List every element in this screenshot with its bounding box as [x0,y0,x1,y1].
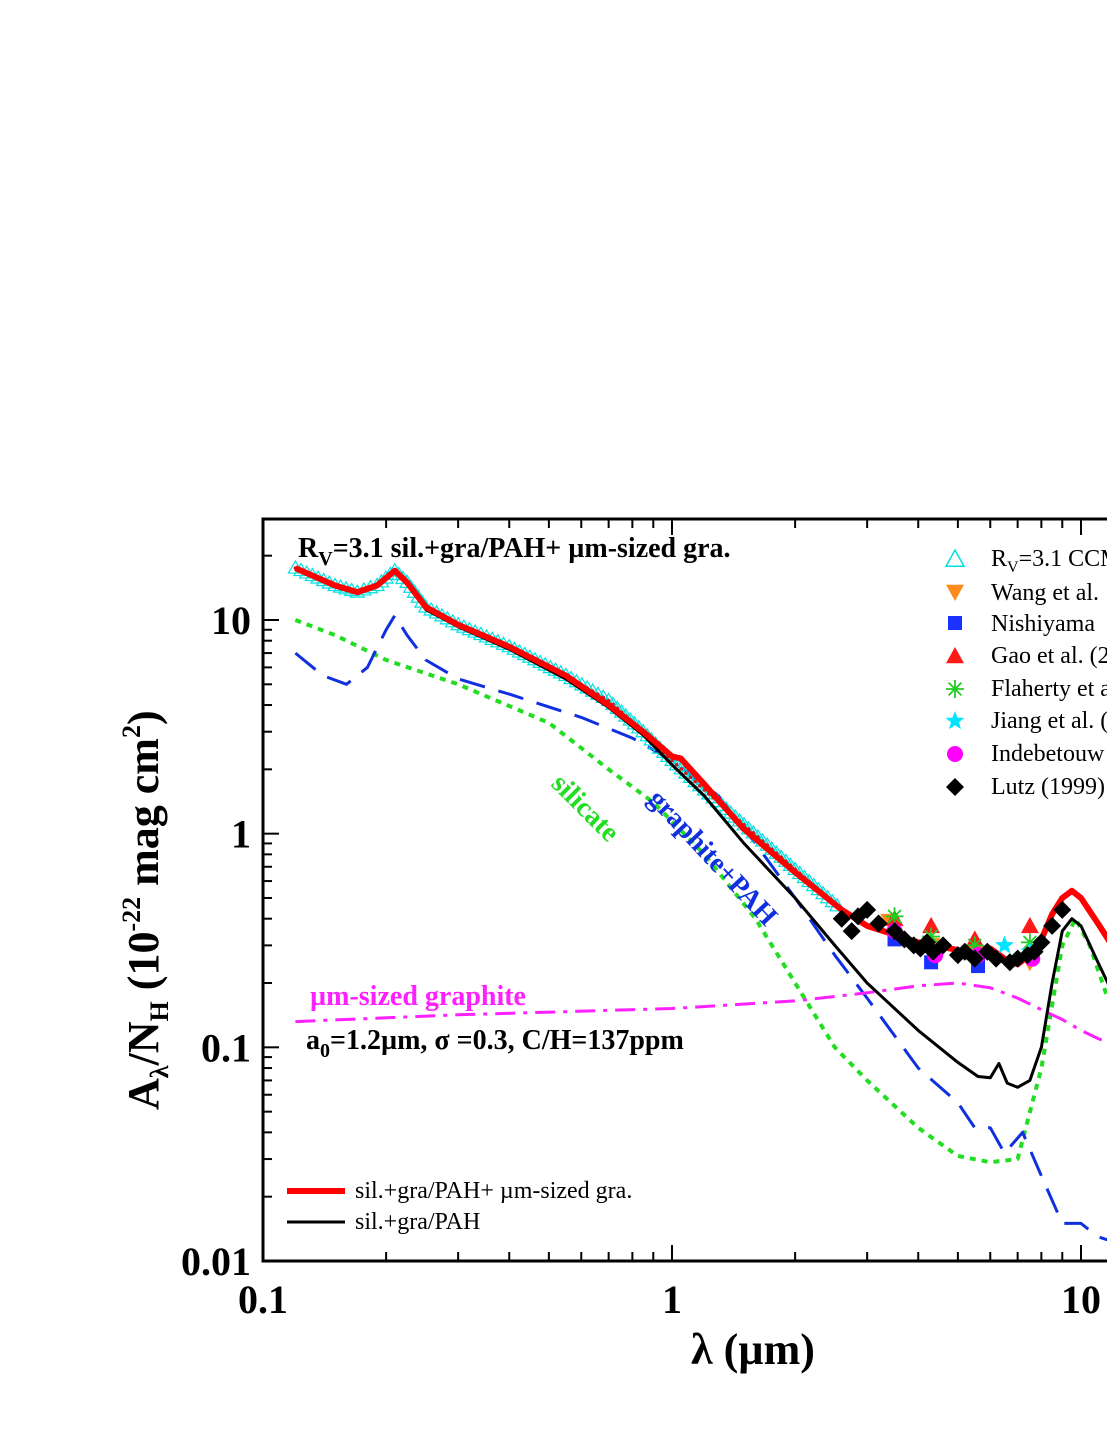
data-legend: RV=3.1 CCM Wang et al. Nishiyama Gao et … [944,546,1107,800]
legend-label-flaherty: Flaherty et a [991,676,1107,702]
legend-label-ccm: RV=3.1 CCM [991,546,1107,576]
data-point-lutz-1999 [869,914,888,933]
legend-label-lutz: Lutz (1999) [991,774,1105,800]
data-point-lutz-1999 [965,949,984,968]
chart-title: RV=3.1 sil.+gra/PAH+ µm-sized gra. [298,533,731,570]
axes-layer [261,517,1107,1263]
legend-label-gao: Gao et al. (2 [991,643,1107,669]
legend-label-wang: Wang et al. [991,580,1099,606]
legend-marker-0 [944,548,966,567]
model-parameters-annotation: a0=1.2µm, σ =0.3, C/H=137ppm [306,1025,684,1062]
plot-frame [261,517,1107,1263]
legend-marker-1 [946,584,964,601]
y-axis-title: Aλ/NH (10-22 mag cm2) [117,710,174,1110]
data-point-gao-et-al [922,916,941,934]
silicate-annotation: silicate [545,768,625,848]
series-line-graphite [294,614,1107,1242]
series-line-sumfull [294,565,1107,968]
legend-label-indebetouw: Indebetouw [991,741,1105,767]
y-tick-label: 1 [231,812,251,857]
legend-label-nishiyama: Nishiyama [991,611,1095,637]
y-tick-label: 0.01 [181,1239,251,1284]
ccm-model-dot [697,784,702,788]
legend-label-jiang: Jiang et al. ( [991,708,1107,734]
x-tick-label: 0.1 [238,1277,288,1322]
ccm-model-dot [693,779,697,784]
data-point-flaherty-et-al [922,927,941,946]
ccm-model-dot [688,775,693,780]
x-axis-title: λ (µm) [691,1325,815,1374]
curve-legend: sil.+gra/PAH+ µm-sized gra. sil.+gra/PAH [287,1178,632,1235]
data-point-lutz-1999 [934,936,953,955]
legend-marker-4 [946,680,964,698]
y-tick-label: 0.1 [201,1025,251,1070]
ccm-model-dot [674,762,679,767]
data-point-lutz-1999 [885,922,904,941]
data-point-lutz-1999 [1032,933,1051,952]
series-line-silicate [294,618,1107,1165]
data-point-jiang-et-al [995,935,1014,954]
data-point-lutz-1999 [858,900,877,919]
x-tick-label: 1 [662,1277,682,1322]
legend-marker-6 [947,746,963,762]
ccm-model-dot [684,771,688,775]
legend-label-full-model: sil.+gra/PAH+ µm-sized gra. [355,1178,632,1204]
data-point-lutz-1999 [987,949,1006,968]
y-tick-label: 10 [211,598,251,643]
data-point-lutz-1999 [832,909,851,928]
data-point-flaherty-et-al [885,907,904,926]
data-point-lutz-1999 [842,922,861,941]
series-line-umgra [295,981,1107,1044]
data-point-lutz-1999 [1053,900,1072,919]
data-point-gao-et-al [1020,916,1039,934]
data-point-lutz-1999 [1008,949,1027,968]
legend-label-bare-model: sil.+gra/PAH [355,1209,480,1235]
legend-marker-5 [945,711,965,730]
x-tick-label: 10 [1061,1277,1101,1322]
data-point-flaherty-et-al [965,936,984,955]
curves-layer [287,559,1107,1242]
um-sized-graphite-annotation: µm-sized graphite [310,981,526,1012]
legend-marker-3 [946,647,964,664]
data-point-lutz-1999 [1043,916,1062,935]
legend-marker-2 [948,616,962,630]
markers-layer [832,900,1072,974]
ccm-model-dot [679,767,684,771]
legend-marker-7 [946,778,964,796]
